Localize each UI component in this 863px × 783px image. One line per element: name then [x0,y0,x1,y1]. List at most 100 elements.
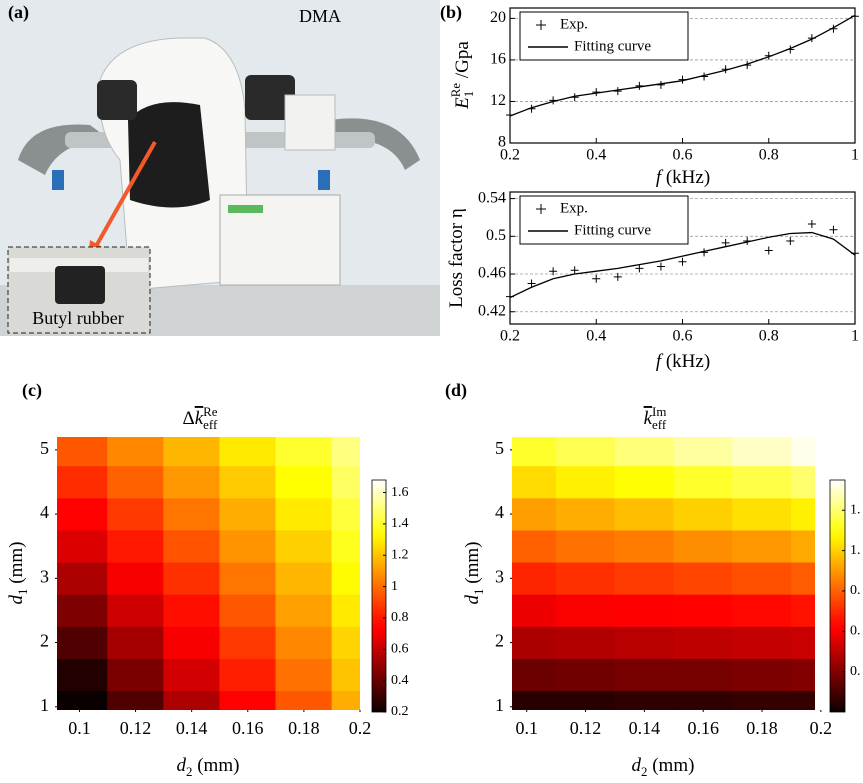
heatmap-cell [331,594,360,627]
heatmap-cell [732,465,792,499]
label-part: d [6,594,27,604]
heatmap-cell [331,690,360,710]
heatmap-cell [163,561,221,595]
heatmap-cell [331,529,360,563]
heatmap-cell [512,658,557,692]
label-part: 2 [641,764,647,779]
heatmap-cell [614,465,675,499]
photo-title: DMA [299,6,341,26]
heatmap-cell [791,626,815,659]
x-tick-label: 0.4 [586,328,606,345]
label-part: (mm) [6,542,27,589]
legend-box [519,195,689,245]
y-axis-label: d1 (mm) [462,542,486,605]
data-point [721,238,730,247]
y-tick-label: 0.42 [478,302,506,319]
x-tick-label: 0.6 [673,147,693,164]
label-part: E [452,97,473,110]
x-tick-label: 0.1 [515,718,538,738]
legend-marker [536,20,546,30]
label-part: k [195,408,204,429]
colorbar-tick-label: 0.6 [391,642,409,657]
heatmap-cell [107,497,164,531]
heatmap-cell [57,561,108,595]
label-part: Δ [183,408,195,429]
data-point [807,220,816,229]
heatmap-cell [331,465,360,499]
heatmap-cell [107,658,164,692]
x-axis-label: d2 (mm) [177,755,240,779]
data-point [527,279,536,288]
data-point [764,246,773,255]
x-axis-label: f (kHz) [656,351,710,372]
label-part: (mm) [647,755,694,776]
heatmap-cell [275,497,333,531]
x-tick-label: 0.8 [759,328,779,345]
heatmap-cell [791,437,815,467]
data-point [829,225,838,234]
heatmap-cell [512,529,557,563]
y-tick-label: 1 [40,695,49,715]
label-part: d [632,755,642,776]
colorbar-tick-label: 1.4 [391,516,409,531]
heatmap-cell [791,658,815,692]
heatmap-cell [275,437,333,467]
heatmap-cell [791,594,815,627]
heatmap-cell [57,497,108,531]
fit-line [509,231,856,299]
heatmap-cell [673,626,733,659]
heatmap-cell [275,529,333,563]
heatmap-cell [555,561,616,595]
x-tick-label: 0.4 [586,147,606,164]
colorbar [829,479,846,713]
y-tick-label: 2 [40,631,49,651]
x-tick-label: 0.2 [500,147,520,164]
y-tick-label: 3 [40,566,49,586]
label-part: /Gpa [452,41,473,83]
heatmap-cell [555,465,616,499]
chart-title: keffIm [644,404,667,432]
panel-label: (b) [440,2,462,23]
sample-label: Butyl rubber [32,308,124,328]
heatmap-cell [57,626,108,659]
y-tick-label: 3 [495,566,504,586]
y-tick-label: 1 [495,695,504,715]
heatmap-cell [555,626,616,659]
heatmap-cell [163,465,221,499]
heatmap-cell [512,465,557,499]
photo-connector [52,170,64,190]
heatmap-cell [673,465,733,499]
heatmap-cell [107,626,164,659]
heatmap-cell [614,658,675,692]
heatmap-cell [275,465,333,499]
legend-marker [536,204,546,214]
label-part: Loss factor η [446,208,467,308]
heatmap-cell [275,594,333,627]
photo-arrow [93,141,157,249]
heatmap-cell [219,594,277,627]
heatmap-cell [673,658,733,692]
panel-label: (c) [22,380,42,401]
heatmap-cell [107,561,164,595]
label-part: f [656,351,664,372]
photo-machine-panel [128,102,210,208]
panel-label: (d) [445,380,467,401]
heatmap-cell [219,437,277,467]
photo-display [228,205,263,213]
heatmap-cell [791,690,815,710]
heatmap-cell [614,594,675,627]
x-tick-label: 0.16 [232,718,264,738]
heatmap-cell [331,658,360,692]
y-tick-label: 0.46 [478,265,506,282]
heatmap-cell [791,529,815,563]
x-tick-label: 0.12 [570,718,602,738]
heatmap-cell [512,626,557,659]
colorbar-tick-label: 0.2 [391,704,409,719]
heatmap-cell [219,658,277,692]
heatmap-cell [107,529,164,563]
inset-ruler [10,258,148,272]
y-tick-label: 2 [495,631,504,651]
label-part: Re [203,404,218,419]
y-tick-label: 0.54 [478,189,506,206]
